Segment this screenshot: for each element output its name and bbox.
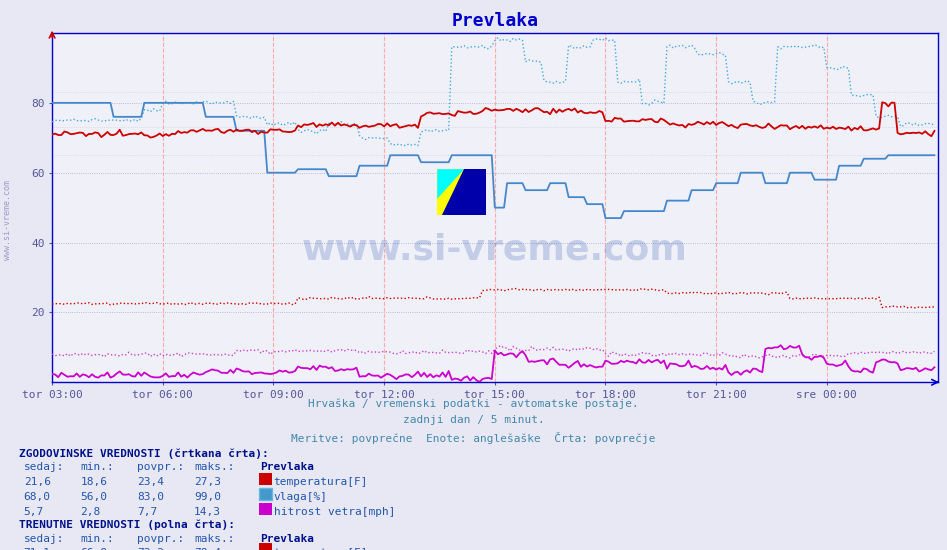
- Text: www.si-vreme.com: www.si-vreme.com: [302, 233, 688, 267]
- Title: Prevlaka: Prevlaka: [452, 12, 538, 30]
- Text: povpr.:: povpr.:: [137, 534, 185, 543]
- Text: maks.:: maks.:: [194, 462, 235, 472]
- Text: povpr.:: povpr.:: [137, 462, 185, 472]
- Text: 56,0: 56,0: [80, 492, 108, 502]
- Text: temperatura[F]: temperatura[F]: [274, 477, 368, 487]
- Text: 68,0: 68,0: [24, 492, 51, 502]
- Text: 83,0: 83,0: [137, 492, 165, 502]
- Text: sedaj:: sedaj:: [24, 462, 64, 472]
- Text: Hrvaška / vremenski podatki - avtomatske postaje.: Hrvaška / vremenski podatki - avtomatske…: [308, 399, 639, 409]
- Text: 14,3: 14,3: [194, 507, 222, 516]
- Text: Prevlaka: Prevlaka: [260, 462, 314, 472]
- Text: hitrost vetra[mph]: hitrost vetra[mph]: [274, 507, 395, 516]
- Bar: [438, 169, 486, 214]
- Text: min.:: min.:: [80, 534, 115, 543]
- Text: www.si-vreme.com: www.si-vreme.com: [3, 180, 12, 260]
- Text: sedaj:: sedaj:: [24, 534, 64, 543]
- Text: 21,6: 21,6: [24, 477, 51, 487]
- Text: 99,0: 99,0: [194, 492, 222, 502]
- Text: 27,3: 27,3: [194, 477, 222, 487]
- Text: Prevlaka: Prevlaka: [260, 534, 314, 543]
- Polygon shape: [442, 169, 486, 214]
- Text: 71,1: 71,1: [24, 548, 51, 550]
- Text: 7,7: 7,7: [137, 507, 157, 516]
- Text: temperatura[F]: temperatura[F]: [274, 548, 368, 550]
- Text: vlaga[%]: vlaga[%]: [274, 492, 328, 502]
- Text: TRENUTNE VREDNOSTI (polna črta):: TRENUTNE VREDNOSTI (polna črta):: [19, 520, 235, 530]
- Text: 18,6: 18,6: [80, 477, 108, 487]
- Text: zadnji dan / 5 minut.: zadnji dan / 5 minut.: [402, 415, 545, 425]
- Text: 5,7: 5,7: [24, 507, 44, 516]
- Text: Meritve: povprečne  Enote: anglešaške  Črta: povprečje: Meritve: povprečne Enote: anglešaške Črt…: [292, 432, 655, 444]
- Text: 78,4: 78,4: [194, 548, 222, 550]
- Text: 2,8: 2,8: [80, 507, 100, 516]
- Text: ZGODOVINSKE VREDNOSTI (črtkana črta):: ZGODOVINSKE VREDNOSTI (črtkana črta):: [19, 448, 269, 459]
- Text: 66,8: 66,8: [80, 548, 108, 550]
- Text: maks.:: maks.:: [194, 534, 235, 543]
- Text: 23,4: 23,4: [137, 477, 165, 487]
- Text: 73,2: 73,2: [137, 548, 165, 550]
- Polygon shape: [438, 169, 464, 199]
- Text: min.:: min.:: [80, 462, 115, 472]
